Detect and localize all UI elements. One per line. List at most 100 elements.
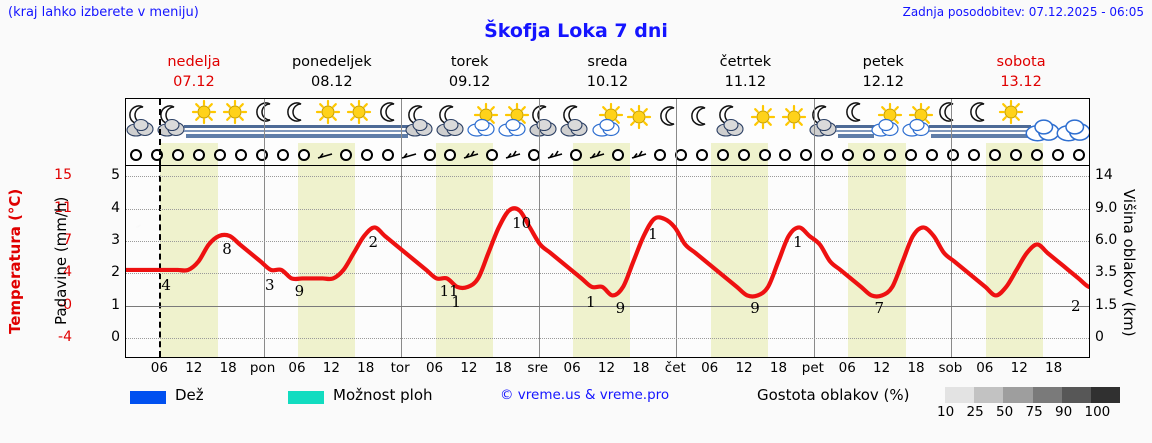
axis-tick: 4: [63, 264, 72, 281]
wind-barb-icon: [588, 146, 606, 164]
axis-tick: 3.5: [1095, 264, 1118, 281]
day-separator-1: [263, 166, 265, 357]
weather-icon-sun: [619, 99, 659, 143]
day-column-3[interactable]: sreda 10.12: [539, 52, 677, 96]
hour-tick-label: tor: [390, 360, 410, 376]
axis-tick: 1.5: [1095, 296, 1118, 313]
daylight-band-icons-1: [297, 143, 356, 165]
wind-calm-icon: [902, 146, 920, 164]
day-column-1[interactable]: ponedeljek 08.12: [263, 52, 401, 96]
day-name: torek: [450, 54, 489, 70]
axis-tick: 4: [111, 199, 120, 216]
weather-icon-sun-rain: [214, 99, 255, 143]
axis-tick: 14: [1095, 167, 1113, 184]
axis-tick: 0: [111, 328, 120, 345]
day-date: 10.12: [586, 74, 629, 90]
daylight-band-4: [710, 166, 768, 357]
day-column-2[interactable]: torek 09.12: [401, 52, 539, 96]
wind-calm-icon: [232, 146, 250, 164]
wind-barb-icon: [504, 146, 522, 164]
wind-calm-icon: [986, 146, 1004, 164]
hour-tick-label: 12: [460, 360, 478, 376]
daylight-band-6: [985, 166, 1044, 357]
weather-icon-moon-rain: [929, 99, 970, 143]
wind-calm-icon: [860, 146, 878, 164]
day-column-0[interactable]: nedelja 07.12: [125, 52, 263, 96]
weather-icon-sun-rain: [307, 99, 348, 143]
axis-tick: 9.0: [1095, 199, 1118, 216]
weather-icon-sun: [743, 99, 783, 143]
wind-calm-icon: [295, 146, 313, 164]
cloud-density-tick: 100: [1084, 404, 1111, 420]
hour-tick-label: 12: [1010, 360, 1028, 376]
wind-calm-icon: [441, 146, 459, 164]
day-name: nedelja: [167, 54, 221, 70]
wind-barb-icon: [630, 146, 648, 164]
day-separator-icons-5: [813, 99, 815, 165]
weather-icon-moon-cloud: [153, 99, 193, 143]
temperature-extreme-label: 11: [439, 282, 459, 301]
wind-calm-icon: [525, 146, 543, 164]
hour-tick-label: 18: [632, 360, 650, 376]
weather-icon-row: [126, 99, 1089, 143]
wind-calm-icon: [1070, 146, 1088, 164]
daylight-band-0: [160, 166, 218, 357]
hour-tick-label: 12: [735, 360, 753, 376]
cloud-density-tick: 90: [1055, 404, 1073, 420]
weather-icon-cloud: [1053, 99, 1089, 143]
weather-icon-sun-cloud: [463, 99, 503, 143]
wind-calm-icon: [253, 146, 271, 164]
axis-tick: 15: [54, 167, 72, 184]
cloud-density-tick: 50: [996, 404, 1014, 420]
wind-calm-icon: [379, 146, 397, 164]
wind-calm-icon: [944, 146, 962, 164]
day-date: 08.12: [311, 74, 353, 90]
wind-calm-icon: [693, 146, 711, 164]
wind-calm-icon: [923, 146, 941, 164]
cloud-density-step-4: [1061, 387, 1091, 403]
cloud-density-tick-labels: 10 25 50 75 90 100: [937, 404, 1132, 422]
weather-icon-moon-cloud: [432, 99, 472, 143]
gridline-3: [126, 273, 1089, 275]
weather-icon-moon-rain: [370, 99, 411, 143]
copyright-link[interactable]: © vreme.us & vreme.pro: [500, 387, 670, 403]
day-column-6[interactable]: sobota 13.12: [952, 52, 1090, 96]
temperature-extreme-label: 2: [1071, 296, 1081, 315]
day-name: sreda: [587, 54, 628, 70]
wind-calm-icon: [797, 146, 815, 164]
hour-tick-label: 06: [701, 360, 719, 376]
weather-icon-moon-rain: [836, 99, 877, 143]
axis-tick: -0: [58, 296, 72, 313]
wind-calm-icon: [169, 146, 187, 164]
hour-tick-label: pon: [249, 360, 276, 376]
hour-tick-label: 12: [597, 360, 616, 376]
temperature-axis-title: Temperatura (°C): [6, 188, 24, 334]
day-name: četrtek: [719, 54, 772, 70]
cloud-density-tick: 75: [1025, 404, 1043, 420]
day-date: 11.12: [724, 74, 767, 90]
day-column-5[interactable]: petek 12.12: [814, 52, 952, 96]
temperature-extreme-label: 2: [368, 233, 379, 252]
showers-swatch: [288, 391, 324, 404]
cloudheight-axis-title: Višina oblakov (km): [1120, 189, 1138, 337]
wind-calm-icon: [881, 146, 899, 164]
wind-calm-icon: [714, 146, 732, 164]
forecast-plot[interactable]: 4 8 3 9 2 11 1 10 1 9 1 9 1 7 2: [125, 166, 1090, 358]
weather-icon-moon-rain: [276, 99, 317, 143]
hour-tick-label: 18: [769, 360, 788, 376]
day-column-4[interactable]: četrtek 11.12: [676, 52, 814, 96]
weather-icon-moon-cloud: [401, 99, 441, 143]
wind-calm-icon: [148, 146, 166, 164]
temperature-extreme-label: 7: [874, 299, 885, 318]
wind-calm-icon: [483, 146, 501, 164]
gridline-1: [126, 208, 1089, 210]
gridline-5: [126, 337, 1089, 339]
temperature-extreme-label: 9: [615, 299, 626, 318]
wind-barb-icon: [546, 146, 564, 164]
hour-tick-label: 06: [976, 360, 994, 376]
daylight-band-1: [297, 166, 356, 357]
axis-tick: 7: [63, 232, 72, 249]
day-name: sobota: [996, 54, 1046, 70]
day-date: 12.12: [862, 74, 904, 90]
weather-icon-moon-rain: [245, 99, 286, 143]
